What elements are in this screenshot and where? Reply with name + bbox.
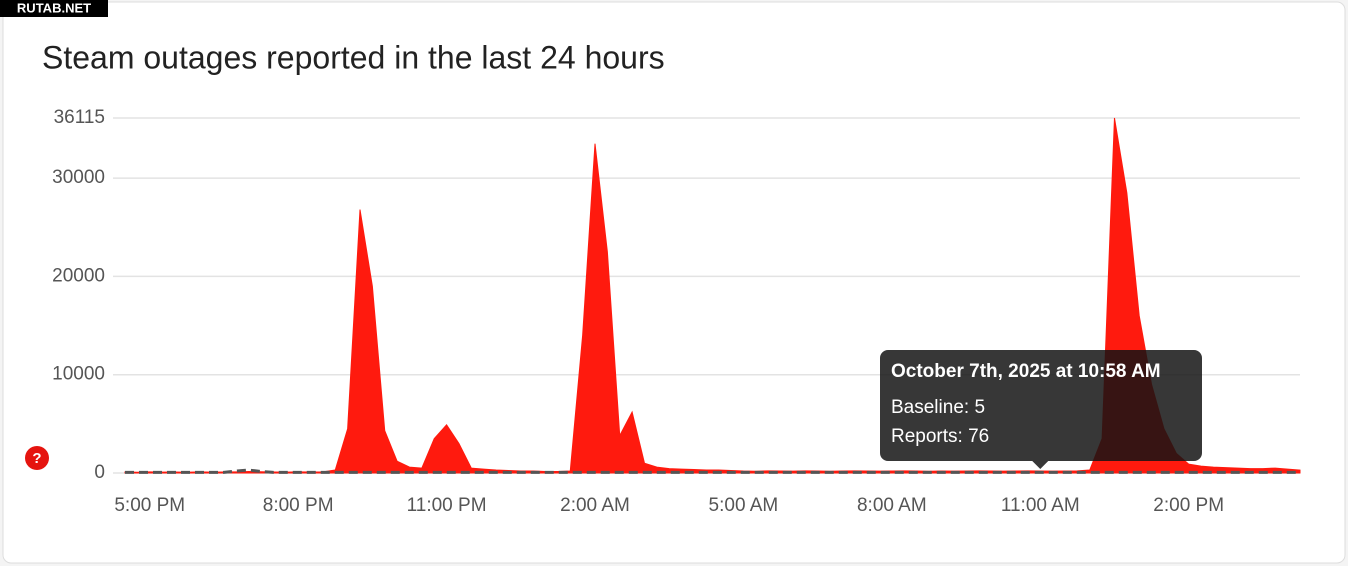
y-tick-label: 36115: [54, 107, 105, 128]
tooltip-line: Reports: 76: [891, 426, 989, 447]
grid: 0 10000 20000 30000 36115 5:00 PM 8:00 PM 11:00…: [52, 107, 1300, 516]
x-tick-label: 5:00 AM: [709, 495, 779, 516]
x-tick-label: 11:00 PM: [407, 495, 487, 516]
tooltip-box: [880, 350, 1202, 469]
baseline-line: [125, 468, 1300, 474]
y-tick-label: 0: [94, 462, 105, 483]
x-tick-label: 5:00 PM: [114, 495, 185, 516]
watermark-box: [0, 0, 108, 17]
x-tick-label: 2:00 AM: [560, 495, 630, 516]
help-icon-circle[interactable]: [25, 446, 49, 470]
y-tick-label: 30000: [52, 167, 105, 188]
chart-title: Steam outages reported in the last 24 ho…: [42, 39, 665, 75]
tooltip-line: Baseline: 5: [891, 397, 985, 418]
x-tick-label: 8:00 PM: [263, 495, 334, 516]
tooltip: October 7th, 2025 at 10:58 AM Baseline: 5…: [880, 350, 1202, 469]
y-tick-label: 20000: [52, 265, 105, 286]
tooltip-title: October 7th, 2025 at 10:58 AM: [891, 361, 1161, 382]
y-tick-label: 10000: [52, 364, 105, 385]
plot: [124, 117, 1301, 474]
watermark: RUTAB.NET: [17, 0, 91, 15]
x-tick-label: 2:00 PM: [1153, 495, 1224, 516]
help-icon[interactable]: ?: [32, 450, 41, 467]
x-tick-label: 8:00 AM: [857, 495, 927, 516]
x-tick-label: 11:00 AM: [1001, 495, 1080, 516]
